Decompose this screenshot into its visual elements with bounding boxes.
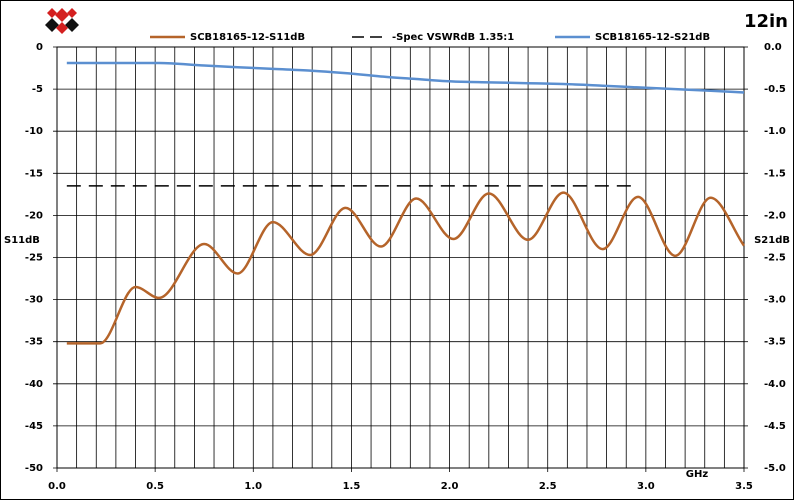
series-line [66,191,746,345]
y2-axis-label: S21dB [754,235,790,246]
x-tick-label: 0.5 [146,481,164,492]
y-tick-label: -5 [32,84,43,95]
series-line [66,61,745,94]
y-tick-label: -30 [25,295,43,306]
x-tick-label: 2.0 [441,481,459,492]
y2-tick-label: -3.5 [764,337,786,348]
x-tick-label: 3.0 [637,481,655,492]
x-tick-label: 1.0 [244,481,262,492]
y-tick-label: -35 [25,337,43,348]
logo [45,8,79,34]
y2-tick-label: -2.5 [764,253,786,264]
y-tick-label: -10 [25,126,43,137]
y2-tick-label: -5.0 [764,463,786,474]
y2-tick-label: -4.0 [764,379,786,390]
y2-tick-label: 0.0 [764,42,782,53]
y2-tick-label: -1.0 [764,126,786,137]
y-tick-label: -45 [25,421,43,432]
y-tick-label: -15 [25,168,43,179]
x-tick-label: 2.5 [539,481,557,492]
y2-tick-label: -3.0 [764,295,786,306]
y2-tick-label: -1.5 [764,168,786,179]
y-tick-label: -40 [25,379,43,390]
y-tick-label: -20 [25,210,43,221]
y2-tick-label: -2.0 [764,210,786,221]
legend-label: SCB18165-12-S11dB [190,32,305,43]
y-tick-label: -25 [25,253,43,264]
x-tick-label: 0.0 [48,481,66,492]
chart-title: 12in [744,11,788,32]
plot-border [56,46,745,469]
x-tick-label: 1.5 [343,481,361,492]
y2-tick-label: -4.5 [764,421,786,432]
y-axis-label: S11dB [4,235,40,246]
legend-label: -Spec VSWRdB 1.35:1 [392,32,514,43]
legend-label: SCB18165-12-S21dB [595,32,710,43]
x-axis-label: GHz [686,469,709,480]
y-tick-label: 0 [36,42,43,53]
x-tick-label: 3.5 [735,481,753,492]
y-tick-label: -50 [25,463,43,474]
y2-tick-label: -0.5 [764,84,786,95]
